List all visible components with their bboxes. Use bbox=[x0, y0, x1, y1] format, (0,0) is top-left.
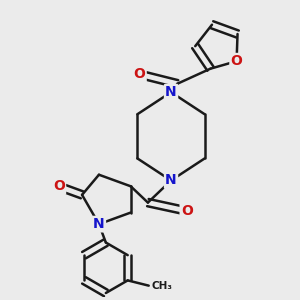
Text: O: O bbox=[134, 67, 146, 81]
Text: N: N bbox=[93, 217, 105, 231]
Text: N: N bbox=[165, 173, 177, 188]
Text: O: O bbox=[53, 179, 65, 194]
Text: CH₃: CH₃ bbox=[152, 281, 173, 291]
Text: O: O bbox=[231, 54, 242, 68]
Text: N: N bbox=[165, 85, 177, 99]
Text: O: O bbox=[181, 204, 193, 218]
